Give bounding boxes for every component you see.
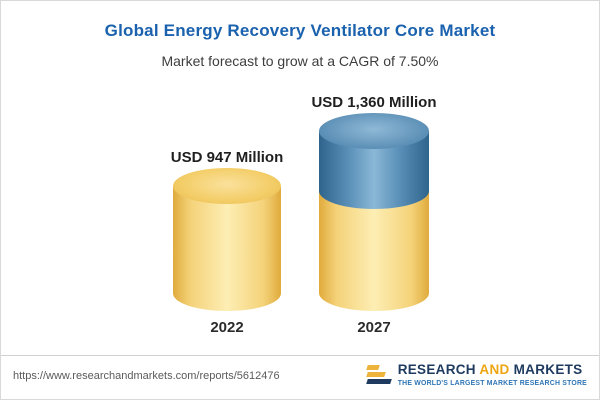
logo-word-markets: MARKETS	[513, 362, 583, 377]
source-url: https://www.researchandmarkets.com/repor…	[13, 370, 280, 382]
logo-text: RESEARCH AND MARKETS THE WORLD'S LARGEST…	[398, 362, 587, 387]
cylinder-2027-base-segment	[319, 191, 429, 311]
research-and-markets-logo: RESEARCH AND MARKETS THE WORLD'S LARGEST…	[365, 362, 587, 387]
logo-word-research: RESEARCH	[397, 362, 476, 377]
logo-tagline: THE WORLD'S LARGEST MARKET RESEARCH STOR…	[397, 379, 587, 387]
cylinder-2022-top-cap	[173, 168, 281, 204]
logo-word-and: AND	[479, 362, 510, 377]
cylinder-2027-top-cap	[319, 113, 429, 149]
axis-label-2027: 2027	[357, 319, 391, 336]
value-label-2022: USD 947 Million	[170, 149, 284, 166]
logo-mark-icon	[365, 365, 392, 385]
cylinder-2022-body	[173, 186, 281, 311]
value-label-2027: USD 1,360 Million	[311, 94, 437, 111]
footer-bar: https://www.researchandmarkets.com/repor…	[1, 355, 599, 399]
chart-subtitle: Market forecast to grow at a CAGR of 7.5…	[161, 53, 439, 69]
chart-title: Global Energy Recovery Ventilator Core M…	[104, 21, 496, 40]
logo-wordmark: RESEARCH AND MARKETS	[398, 362, 587, 378]
axis-label-2022: 2022	[210, 319, 244, 336]
